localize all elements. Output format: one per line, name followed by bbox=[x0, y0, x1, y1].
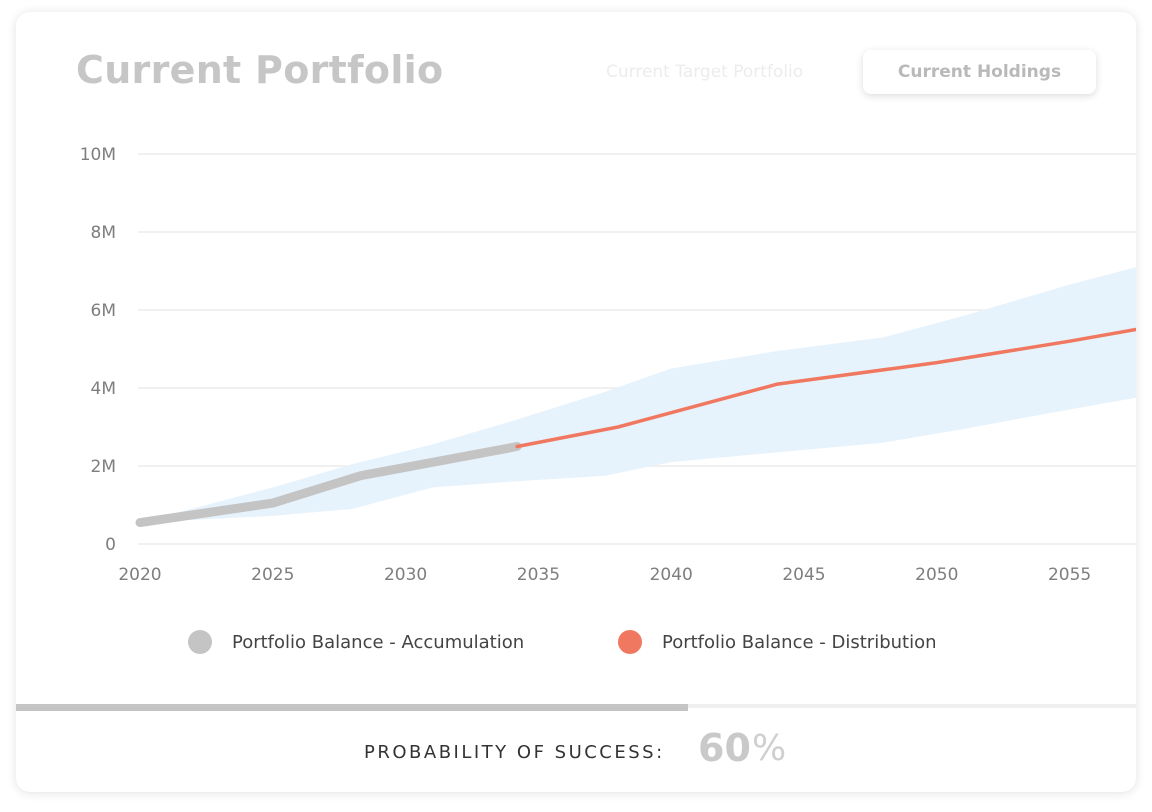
probability-label: PROBABILITY OF SUCCESS: bbox=[364, 742, 665, 763]
x-tick-label: 2035 bbox=[517, 565, 560, 585]
probability-unit: % bbox=[752, 728, 786, 769]
y-tick-label: 8M bbox=[91, 223, 116, 243]
legend-label-accumulation: Portfolio Balance - Accumulation bbox=[232, 632, 524, 653]
y-tick-label: 6M bbox=[91, 301, 116, 321]
y-tick-label: 2M bbox=[91, 457, 116, 477]
legend-item-accumulation: Portfolio Balance - Accumulation bbox=[188, 630, 524, 654]
x-tick-label: 2020 bbox=[118, 565, 161, 585]
y-tick-label: 4M bbox=[91, 379, 116, 399]
x-tick-label: 2040 bbox=[650, 565, 693, 585]
horizontal-scrollbar-thumb[interactable] bbox=[16, 704, 688, 711]
y-tick-label: 10M bbox=[80, 145, 116, 165]
y-tick-label: 0 bbox=[105, 535, 116, 555]
legend-item-distribution: Portfolio Balance - Distribution bbox=[618, 630, 937, 654]
x-tick-label: 2050 bbox=[915, 565, 958, 585]
legend-label-distribution: Portfolio Balance - Distribution bbox=[662, 632, 937, 653]
x-tick-label: 2055 bbox=[1048, 565, 1091, 585]
portfolio-chart: 0 2M 4M 6M 8M 10M 2020 2025 2030 2035 2040 2045 2050… bbox=[16, 12, 1136, 612]
x-tick-label: 2025 bbox=[251, 565, 294, 585]
confidence-band bbox=[140, 267, 1136, 522]
probability-value: 60 bbox=[698, 726, 751, 770]
x-tick-label: 2045 bbox=[782, 565, 825, 585]
distribution-legend-dot bbox=[618, 630, 642, 654]
portfolio-card: Current Portfolio Current Target Portfol… bbox=[16, 12, 1136, 792]
x-tick-label: 2030 bbox=[384, 565, 427, 585]
accumulation-legend-dot bbox=[188, 630, 212, 654]
